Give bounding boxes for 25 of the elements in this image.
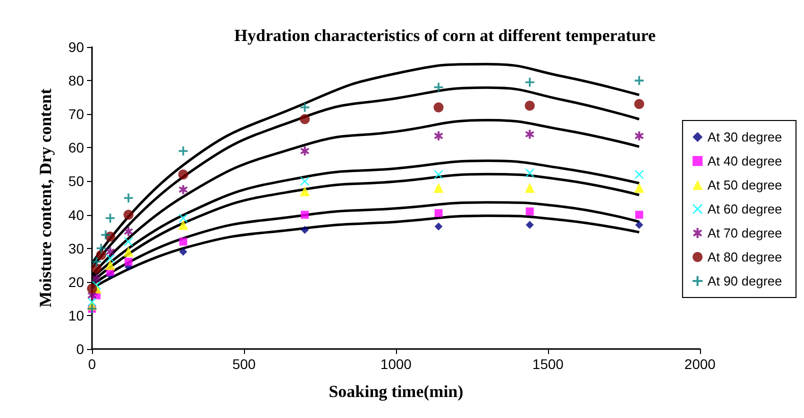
legend-label: At 90 degree	[708, 274, 782, 288]
y-tick-label: 80	[68, 72, 84, 89]
legend-label: At 30 degree	[708, 130, 782, 144]
chart-title: Hydration characteristics of corn at different temperature	[234, 26, 656, 45]
y-tick-label: 30	[68, 240, 84, 256]
y-tick-label: 20	[68, 274, 84, 290]
y-tick-label: 0	[76, 341, 84, 357]
y-axis-title: Moisture content, Dry content	[36, 88, 55, 308]
legend-label: At 50 degree	[708, 178, 782, 192]
y-tick-label: 40	[68, 206, 84, 223]
y-tick-label: 90	[68, 39, 84, 55]
legend-label: At 60 degree	[708, 202, 782, 216]
x-tick-label: 2000	[684, 356, 716, 372]
x-tick-label: 500	[232, 356, 256, 372]
y-tick-label: 50	[68, 173, 84, 190]
legend-label: At 70 degree	[708, 226, 782, 240]
x-axis-title: Soaking time(min)	[328, 382, 464, 401]
y-tick-label: 60	[68, 140, 84, 156]
x-tick-label: 1500	[532, 356, 564, 372]
y-tick-label: 10	[68, 307, 84, 324]
legend-label: At 40 degree	[708, 154, 782, 168]
x-tick-label: 1000	[380, 356, 412, 372]
legend-label: At 80 degree	[708, 250, 782, 264]
y-tick-label: 70	[68, 106, 84, 122]
x-tick-label: 0	[88, 356, 96, 372]
